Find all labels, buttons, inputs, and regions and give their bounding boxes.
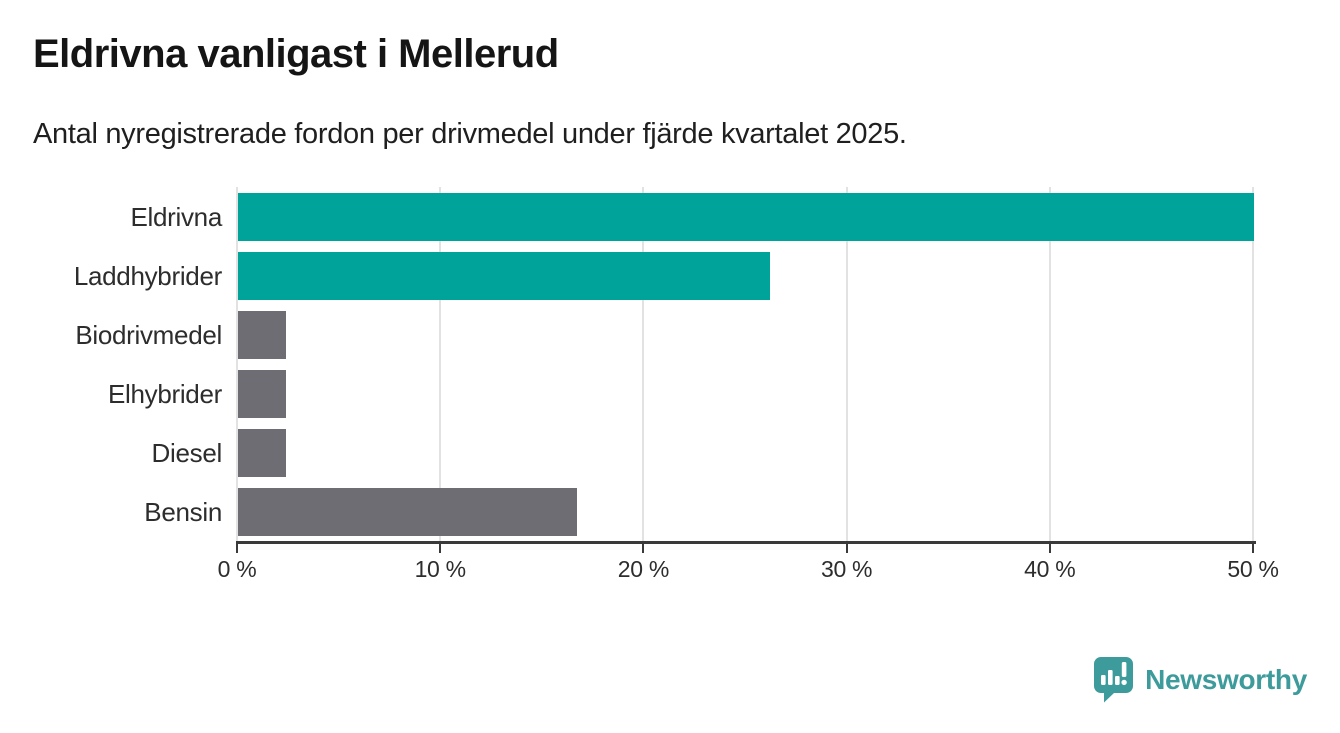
x-tick-label-20: 20 % xyxy=(617,556,670,582)
x-tick-0 xyxy=(236,544,238,553)
category-label-diesel: Diesel xyxy=(151,437,223,468)
gridline-20 xyxy=(642,187,645,541)
x-tick-label-40: 40 % xyxy=(1024,556,1076,582)
x-tick-label-30: 30 % xyxy=(820,556,873,582)
bar-biodrivmedel xyxy=(238,310,287,359)
bar-diesel xyxy=(238,428,287,477)
category-label-biodrivmedel: Biodrivmedel xyxy=(75,319,222,350)
gridline-30 xyxy=(845,187,848,541)
category-label-bensin: Bensin xyxy=(144,496,222,527)
x-axis-line xyxy=(236,541,1256,544)
gridline-50 xyxy=(1252,187,1254,541)
x-tick-label-50: 50 % xyxy=(1227,556,1279,582)
newsworthy-logo-text: Newsworthy xyxy=(1145,663,1307,695)
bar-laddhybrider xyxy=(238,251,771,300)
bar-eldrivna xyxy=(238,192,1254,241)
x-tick-20 xyxy=(642,544,645,553)
gridline-40 xyxy=(1048,187,1051,541)
x-tick-50 xyxy=(1252,544,1254,553)
category-label-laddhybrider: Laddhybrider xyxy=(73,260,222,291)
chart-subtitle: Antal nyregistrerade fordon per drivmede… xyxy=(33,118,907,150)
branding: Newsworthy xyxy=(1092,655,1307,704)
gridline-10 xyxy=(439,187,442,541)
x-tick-label-10: 10 % xyxy=(414,556,467,582)
newsworthy-logo-icon xyxy=(1092,655,1135,704)
gridline-0 xyxy=(236,187,238,541)
bar-elhybrider xyxy=(238,369,287,418)
bar-bensin xyxy=(238,487,577,536)
x-tick-label-0: 0 % xyxy=(217,556,257,582)
category-label-eldrivna: Eldrivna xyxy=(130,201,222,232)
category-label-elhybrider: Elhybrider xyxy=(107,378,222,409)
x-tick-10 xyxy=(439,544,442,553)
x-tick-30 xyxy=(845,544,848,553)
x-tick-40 xyxy=(1048,544,1051,553)
page-title: Eldrivna vanligast i Mellerud xyxy=(33,32,559,76)
